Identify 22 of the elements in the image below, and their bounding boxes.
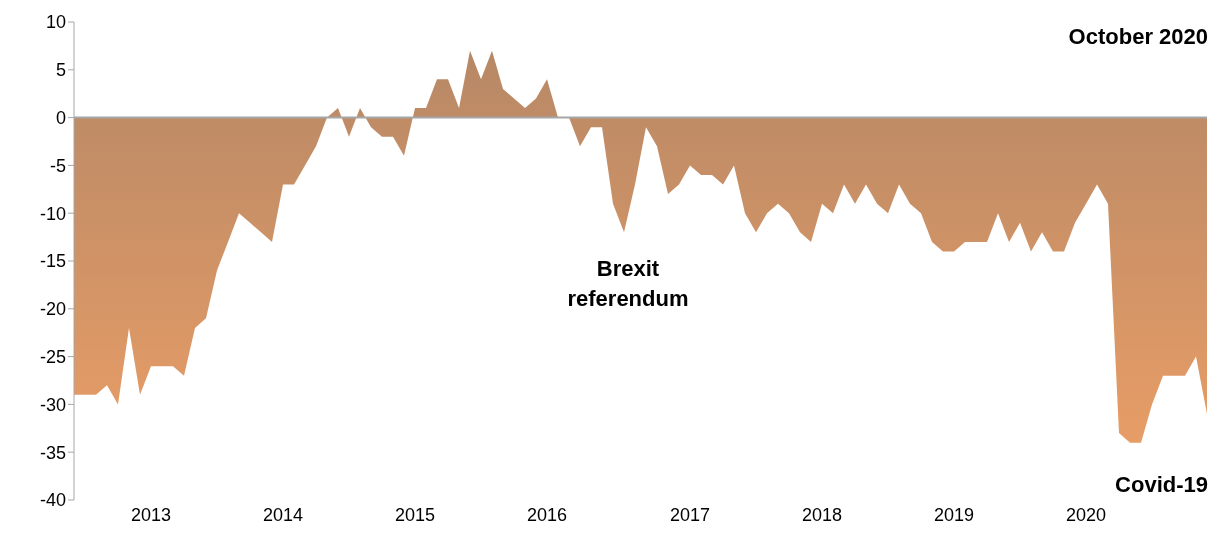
x-tick-label: 2020: [1065, 504, 1107, 525]
y-tick-label: 0: [55, 107, 66, 128]
annotation: October 2020: [1067, 23, 1208, 51]
y-tick-label: -15: [39, 251, 66, 272]
x-tick-label: 2013: [130, 504, 172, 525]
x-tick-label: 2018: [801, 504, 843, 525]
y-tick-label: -5: [49, 155, 66, 176]
x-tick-label: 2017: [669, 504, 711, 525]
y-tick-label: 5: [55, 60, 66, 81]
y-tick-label: -35: [39, 442, 66, 463]
x-tick-label: 2014: [262, 504, 304, 525]
x-tick-label: 2016: [526, 504, 568, 525]
y-tick-label: -25: [39, 346, 66, 367]
annotation: Covid-19: [1114, 471, 1208, 499]
y-tick-label: -10: [39, 203, 66, 224]
x-tick-label: 2019: [933, 504, 975, 525]
y-tick-label: 10: [45, 12, 66, 33]
x-tick-label: 2015: [394, 504, 436, 525]
y-tick-label: -20: [39, 299, 66, 320]
y-tick-label: -30: [39, 394, 66, 415]
annotation: Brexit referendum: [566, 255, 690, 313]
y-tick-label: -40: [39, 490, 66, 511]
